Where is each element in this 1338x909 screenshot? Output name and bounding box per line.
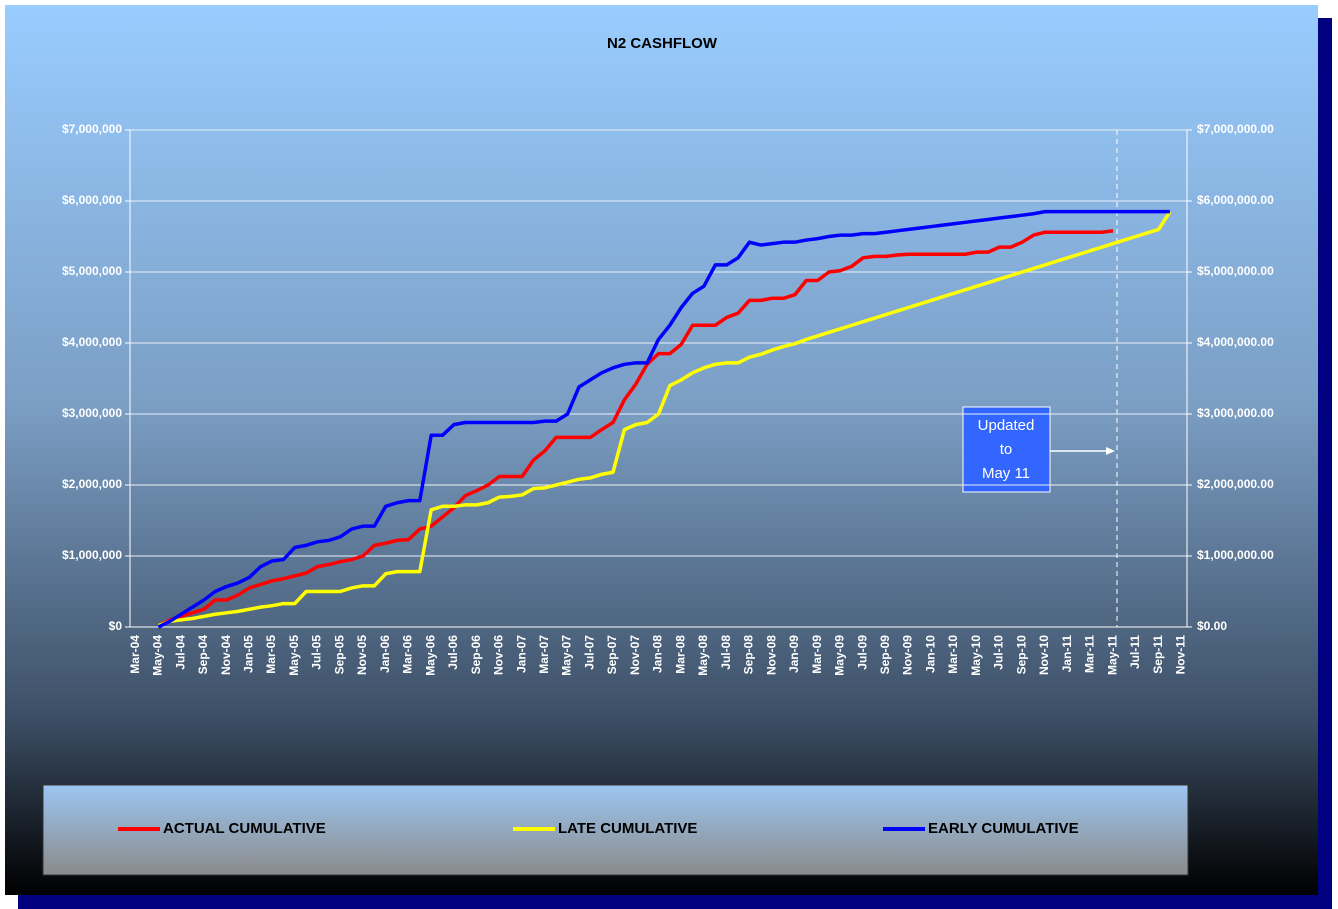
x-tick-label: Jul-04 bbox=[173, 635, 187, 670]
x-tick-label: Mar-05 bbox=[264, 635, 278, 674]
y2-tick-label: $6,000,000.00 bbox=[1197, 193, 1274, 207]
y2-tick-label: $2,000,000.00 bbox=[1197, 477, 1274, 491]
x-tick-label: Nov-08 bbox=[764, 635, 778, 675]
x-tick-label: Jul-08 bbox=[719, 635, 733, 670]
series-line bbox=[157, 210, 1172, 628]
x-tick-label: Jul-05 bbox=[310, 635, 324, 670]
x-tick-label: May-11 bbox=[1105, 635, 1119, 675]
x-tick-label: Mar-04 bbox=[128, 635, 142, 674]
annotation-arrowhead bbox=[1106, 447, 1115, 455]
annotation-box bbox=[962, 406, 1051, 493]
x-tick-label: May-05 bbox=[287, 635, 301, 676]
x-tick-label: Jul-07 bbox=[582, 635, 596, 670]
y2-tick-label: $3,000,000.00 bbox=[1197, 406, 1274, 420]
y-tick-label: $4,000,000 bbox=[62, 335, 122, 349]
x-tick-label: Jan-07 bbox=[514, 635, 528, 673]
x-tick-label: May-10 bbox=[969, 635, 983, 676]
x-tick-label: Sep-11 bbox=[1151, 635, 1165, 674]
x-tick-label: Jul-09 bbox=[855, 635, 869, 670]
series-line bbox=[157, 229, 1114, 628]
y2-tick-label: $4,000,000.00 bbox=[1197, 335, 1274, 349]
x-tick-label: Nov-04 bbox=[219, 635, 233, 675]
y2-tick-label: $7,000,000.00 bbox=[1197, 122, 1274, 136]
x-tick-label: Sep-05 bbox=[332, 635, 346, 675]
x-tick-label: Sep-08 bbox=[742, 635, 756, 675]
x-tick-label: Mar-07 bbox=[537, 635, 551, 674]
x-tick-label: Sep-06 bbox=[469, 635, 483, 675]
series-line bbox=[157, 209, 1170, 629]
annotation-text: to bbox=[1000, 441, 1013, 458]
x-tick-label: Mar-09 bbox=[810, 635, 824, 674]
x-tick-label: Sep-07 bbox=[605, 635, 619, 675]
chart-background bbox=[5, 5, 1318, 895]
x-tick-label: Sep-09 bbox=[878, 635, 892, 675]
x-tick-label: Jan-11 bbox=[1060, 635, 1074, 673]
x-tick-label: May-04 bbox=[151, 635, 165, 676]
y-tick-label: $7,000,000 bbox=[62, 122, 122, 136]
x-tick-label: Mar-10 bbox=[946, 635, 960, 674]
y-tick-label: $5,000,000 bbox=[62, 264, 122, 278]
x-tick-label: Mar-11 bbox=[1083, 635, 1097, 673]
x-tick-label: Jan-08 bbox=[651, 635, 665, 673]
y-tick-label: $0 bbox=[109, 619, 123, 633]
x-tick-label: Nov-11 bbox=[1173, 635, 1187, 675]
x-tick-label: May-08 bbox=[696, 635, 710, 676]
y-tick-label: $3,000,000 bbox=[62, 406, 122, 420]
x-tick-label: Nov-05 bbox=[355, 635, 369, 675]
x-tick-label: Nov-09 bbox=[901, 635, 915, 675]
legend-label: LATE CUMULATIVE bbox=[558, 820, 697, 837]
legend-box bbox=[42, 784, 1189, 876]
x-tick-label: May-06 bbox=[423, 635, 437, 676]
x-tick-label: Jan-10 bbox=[923, 635, 937, 673]
legend-label: ACTUAL CUMULATIVE bbox=[163, 820, 326, 837]
x-tick-label: Jan-05 bbox=[242, 635, 256, 673]
y-tick-label: $6,000,000 bbox=[62, 193, 122, 207]
y2-tick-label: $0.00 bbox=[1197, 619, 1227, 633]
x-tick-label: Jul-06 bbox=[446, 635, 460, 670]
x-tick-label: Sep-10 bbox=[1014, 635, 1028, 675]
x-tick-label: Nov-10 bbox=[1037, 635, 1051, 675]
x-tick-label: Sep-04 bbox=[196, 635, 210, 675]
y-tick-label: $2,000,000 bbox=[62, 477, 122, 491]
x-tick-label: Jul-10 bbox=[992, 635, 1006, 670]
y-tick-label: $1,000,000 bbox=[62, 548, 122, 562]
x-tick-label: May-09 bbox=[833, 635, 847, 676]
y2-tick-label: $5,000,000.00 bbox=[1197, 264, 1274, 278]
x-tick-label: May-07 bbox=[560, 635, 574, 676]
x-tick-label: Nov-06 bbox=[492, 635, 506, 675]
chart-title: N2 CASHFLOW bbox=[607, 35, 718, 52]
y2-tick-label: $1,000,000.00 bbox=[1197, 548, 1274, 562]
x-tick-label: Mar-06 bbox=[401, 635, 415, 674]
legend-label: EARLY CUMULATIVE bbox=[928, 820, 1079, 837]
x-tick-label: Jul-11 bbox=[1128, 635, 1142, 669]
x-tick-label: Jan-06 bbox=[378, 635, 392, 673]
annotation-text: Updated bbox=[978, 417, 1035, 434]
x-tick-label: Mar-08 bbox=[673, 635, 687, 674]
x-tick-label: Nov-07 bbox=[628, 635, 642, 675]
annotation-text: May 11 bbox=[982, 465, 1030, 482]
x-tick-label: Jan-09 bbox=[787, 635, 801, 673]
